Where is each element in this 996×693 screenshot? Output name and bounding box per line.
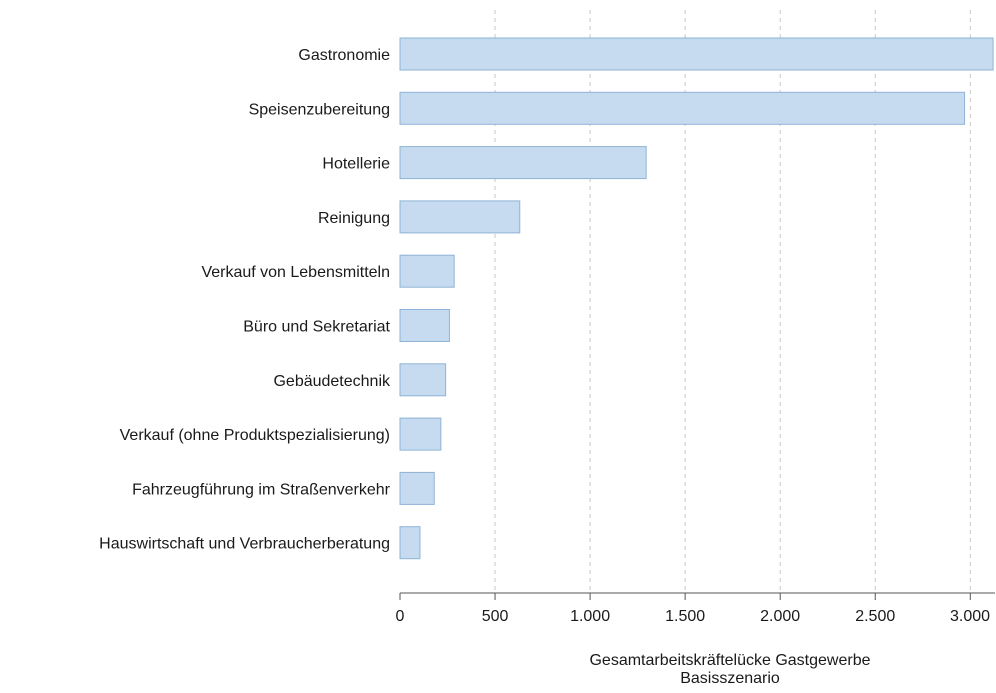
- bar: [399, 146, 647, 180]
- category-label: Fahrzeugführung im Straßenverkehr: [132, 481, 391, 498]
- bar: [399, 526, 421, 560]
- bar: [399, 91, 966, 125]
- bar: [399, 363, 447, 397]
- bar: [399, 200, 521, 234]
- bar: [399, 254, 455, 288]
- category-label: Speisenzubereitung: [249, 101, 390, 118]
- x-axis-title-line1: Gesamtarbeitskräftelücke Gastgewerbe: [589, 652, 870, 669]
- x-tick-label: 500: [482, 608, 509, 625]
- category-label: Gebäudetechnik: [273, 373, 391, 390]
- bar: [399, 309, 450, 342]
- category-label: Hauswirtschaft und Verbraucherberatung: [99, 536, 390, 553]
- x-axis-title-line2: Basisszenario: [680, 670, 780, 687]
- category-label: Reinigung: [318, 210, 390, 227]
- category-label: Büro und Sekretariat: [243, 319, 390, 336]
- x-tick-label: 0: [396, 608, 405, 625]
- x-axis-ticks: 0 500 1.000 1.500 2.000 2.500 3.000: [396, 593, 990, 625]
- category-labels: Gastronomie Speisenzubereitung Hotellerie R…: [99, 47, 391, 553]
- x-tick-label: 1.500: [665, 608, 705, 625]
- x-tick-label: 2.000: [760, 608, 800, 625]
- category-label: Verkauf (ohne Produktspezialisierung): [120, 427, 390, 444]
- category-label: Gastronomie: [298, 47, 390, 64]
- bar: [399, 37, 994, 71]
- x-tick-label: 1.000: [570, 608, 610, 625]
- x-tick-label: 3.000: [950, 608, 990, 625]
- category-label: Hotellerie: [322, 156, 390, 173]
- bar: [399, 471, 435, 505]
- x-tick-label: 2.500: [855, 608, 895, 625]
- bar: [399, 417, 442, 451]
- category-label: Verkauf von Lebensmitteln: [201, 264, 390, 281]
- bars: [399, 37, 994, 560]
